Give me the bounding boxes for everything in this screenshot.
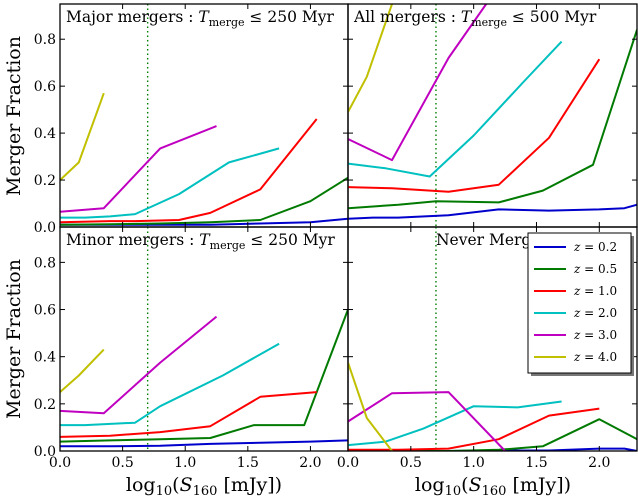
legend-label: z = 4.0 [573, 350, 617, 364]
series-line-4.0 [60, 348, 105, 393]
series-line-4.0 [348, 4, 393, 113]
xlabel-right: log10(S160 [mJy]) [415, 474, 571, 499]
ylabel-bottom: Merger Fraction [3, 259, 25, 419]
x-tick-label: 0.5 [111, 455, 133, 471]
series-line-0.2 [60, 439, 348, 448]
axes-frame [59, 3, 349, 228]
series-line-2.0 [60, 147, 280, 219]
y-tick-label: 0.6 [34, 79, 56, 95]
y-tick-label: 0.2 [34, 397, 56, 413]
xlabel-left: log10(S160 [mJy]) [126, 474, 282, 499]
panel-title: All mergers : Tmerge ≤ 500 Myr [353, 8, 597, 29]
series-line-3.0 [348, 4, 488, 162]
x-tick-label: 2.0 [588, 455, 610, 471]
panel-title: Minor mergers : Tmerge ≤ 250 Myr [66, 231, 335, 252]
x-tick-label: 2.0 [299, 455, 321, 471]
x-tick-label: 1.0 [463, 455, 485, 471]
panel-title: Never Merged [436, 231, 551, 249]
y-tick-label: 0.2 [34, 173, 56, 189]
legend-label: z = 1.0 [573, 284, 617, 298]
series-line-4.0 [348, 362, 393, 451]
y-tick-label: 0.0 [34, 444, 56, 460]
series-line-3.0 [60, 315, 218, 415]
axes-frame [59, 226, 349, 452]
series-line-0.5 [348, 418, 637, 451]
series-line-2.0 [348, 400, 562, 447]
series-line-0.5 [60, 176, 348, 226]
y-tick-label: 0.8 [34, 32, 56, 48]
y-tick-label: 0.4 [34, 126, 56, 142]
series-line-0.5 [60, 309, 348, 443]
ylabel-top: Merger Fraction [3, 36, 25, 196]
y-tick-label: 0.4 [34, 350, 56, 366]
series-line-1.0 [60, 118, 318, 224]
axes-frame [347, 226, 638, 452]
panel-title: Major mergers : Tmerge ≤ 250 Myr [66, 8, 334, 29]
x-tick-label: 1.0 [174, 455, 196, 471]
series-line-2.0 [348, 40, 563, 178]
x-tick-label: 0.5 [400, 455, 422, 471]
series-line-2.0 [60, 342, 280, 427]
x-tick-label: 0.0 [49, 455, 71, 471]
panel-2: All mergers : Tmerge ≤ 500 Myr [347, 3, 638, 228]
series-line-3.0 [348, 391, 506, 451]
series-line-0.5 [348, 29, 637, 210]
panel-3: 0.0 0.5 1.0 1.5 2.0 0.0 0.2 0.4 0.6 0.8 Minor merg… [34, 226, 349, 471]
y-tick-label: 0.8 [34, 255, 56, 271]
y-tick-label: 0.0 [34, 220, 56, 236]
x-tick-label: 1.5 [525, 455, 547, 471]
series-line-3.0 [60, 125, 217, 213]
legend-label: z = 3.0 [573, 328, 617, 342]
y-tick-label: 0.6 [34, 303, 56, 319]
legend-label: z = 2.0 [573, 306, 617, 320]
series-line-1.0 [60, 391, 317, 438]
legend-label: z = 0.2 [573, 240, 617, 254]
legend: z = 0.2 z = 0.5 z = 1.0 z = 2.0 z = 3.0 z = 4… [527, 232, 634, 376]
series-line-1.0 [348, 58, 601, 193]
series-line-4.0 [60, 92, 105, 181]
panel-1: 0.0 0.2 0.4 0.6 0.8 Major mergers : Tmerge ≤ … [34, 3, 349, 236]
x-tick-label: 0.0 [337, 455, 359, 471]
series-line-0.2 [348, 203, 637, 220]
x-tick-label: 1.5 [237, 455, 259, 471]
legend-label: z = 0.5 [573, 262, 617, 276]
